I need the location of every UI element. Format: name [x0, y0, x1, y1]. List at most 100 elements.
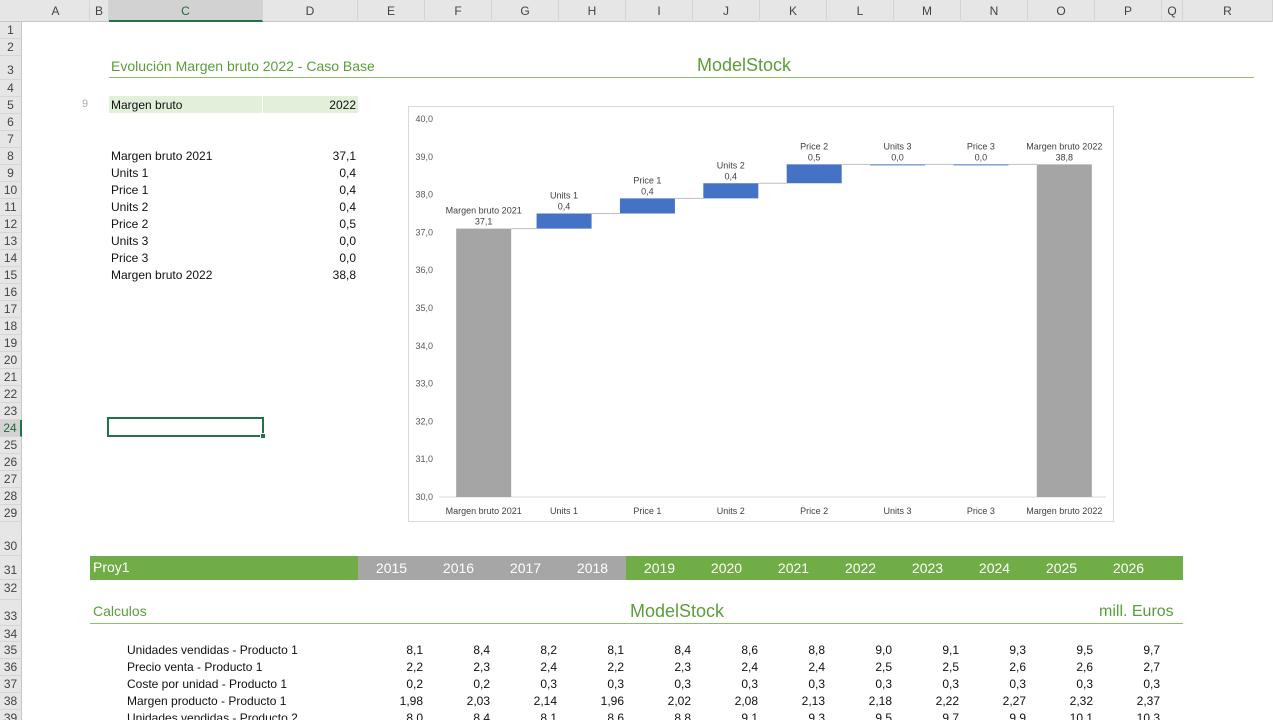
- bar-name-label: Price 1: [633, 175, 661, 185]
- row-header-31[interactable]: 31: [0, 556, 22, 580]
- y-tick-label: 40,0: [415, 114, 433, 124]
- waterfall-chart[interactable]: 30,0 31,0 32,0 33,0 34,0 35,0 36,0 37,0 38,0 39,0…: [408, 106, 1114, 522]
- row-header-24[interactable]: 24: [0, 420, 22, 437]
- margin-item-label: Units 3: [111, 234, 149, 248]
- row-header-5[interactable]: 5: [0, 97, 22, 114]
- row-header-16[interactable]: 16: [0, 284, 22, 301]
- column-header-l[interactable]: L: [827, 0, 894, 22]
- year-header-2016: 2016: [425, 556, 492, 580]
- row-header-12[interactable]: 12: [0, 216, 22, 233]
- column-header-j[interactable]: J: [693, 0, 760, 22]
- row-header-13[interactable]: 13: [0, 233, 22, 250]
- data-label: 0,4: [725, 171, 738, 181]
- row-header-21[interactable]: 21: [0, 369, 22, 386]
- row-header-35[interactable]: 35: [0, 642, 22, 659]
- column-header-h[interactable]: H: [559, 0, 626, 22]
- row-header-1[interactable]: 1: [0, 22, 22, 39]
- row-header-27[interactable]: 27: [0, 471, 22, 488]
- row-header-38[interactable]: 38: [0, 693, 22, 710]
- row-header-11[interactable]: 11: [0, 199, 22, 216]
- column-header-b[interactable]: B: [90, 0, 109, 22]
- calc-cell: 2,32: [1069, 694, 1093, 708]
- y-tick-label: 33,0: [415, 379, 433, 389]
- y-tick-label: 36,0: [415, 265, 433, 275]
- row-header-30[interactable]: 30: [0, 522, 22, 556]
- calc-cell: 1,96: [600, 694, 624, 708]
- row-header-28[interactable]: 28: [0, 488, 22, 505]
- calc-cell: 0,3: [674, 677, 691, 691]
- margin-header-year: 2022: [263, 96, 358, 113]
- row-header-8[interactable]: 8: [0, 148, 22, 165]
- calc-row-label: Precio venta - Producto 1: [127, 660, 263, 674]
- bar-name-label: Margen bruto 2022: [1026, 141, 1102, 151]
- a5-value: 9: [82, 98, 89, 110]
- row-header-23[interactable]: 23: [0, 403, 22, 420]
- row-header-29[interactable]: 29: [0, 505, 22, 522]
- row-header-4[interactable]: 4: [0, 80, 22, 97]
- column-header-k[interactable]: K: [760, 0, 827, 22]
- proy-label-bar: Proy1: [90, 556, 358, 580]
- margin-item-label: Margen bruto 2021: [111, 149, 213, 163]
- fill-handle[interactable]: [260, 433, 266, 439]
- active-cell-selection[interactable]: [107, 417, 266, 439]
- calc-cell: 8,6: [741, 643, 758, 657]
- waterfall-chart-svg: 30,0 31,0 32,0 33,0 34,0 35,0 36,0 37,0 38,0 39,0…: [415, 114, 1106, 516]
- column-header-r[interactable]: R: [1183, 0, 1273, 22]
- y-tick-label: 34,0: [415, 341, 433, 351]
- column-header-i[interactable]: I: [626, 0, 693, 22]
- bar-name-label: Units 1: [550, 191, 578, 201]
- margin-item-label: Price 1: [111, 183, 149, 197]
- column-header-c[interactable]: C: [109, 0, 263, 22]
- data-label: 0,0: [891, 152, 904, 162]
- calc-cell: 2,2: [607, 660, 624, 674]
- calc-cell: 2,2: [406, 660, 423, 674]
- row-header-26[interactable]: 26: [0, 454, 22, 471]
- row-header-9[interactable]: 9: [0, 165, 22, 182]
- calc-cell: 2,27: [1002, 694, 1026, 708]
- margin-item-value: 0,0: [339, 234, 356, 248]
- y-tick-label: 30,0: [415, 492, 433, 502]
- row-header-36[interactable]: 36: [0, 659, 22, 676]
- row-header-6[interactable]: 6: [0, 114, 22, 131]
- row-header-22[interactable]: 22: [0, 386, 22, 403]
- row-header-15[interactable]: 15: [0, 267, 22, 284]
- row-header-37[interactable]: 37: [0, 676, 22, 693]
- column-header-e[interactable]: E: [358, 0, 425, 22]
- column-header-p[interactable]: P: [1095, 0, 1162, 22]
- column-header-g[interactable]: G: [492, 0, 559, 22]
- row-header-10[interactable]: 10: [0, 182, 22, 199]
- calc-cell: 0,2: [473, 677, 490, 691]
- column-header-f[interactable]: F: [425, 0, 492, 22]
- row-header-25[interactable]: 25: [0, 437, 22, 454]
- column-header-a[interactable]: A: [22, 0, 90, 22]
- row-header-33[interactable]: 33: [0, 600, 22, 626]
- row-header-20[interactable]: 20: [0, 352, 22, 369]
- year-header-2026: 2026: [1095, 556, 1162, 580]
- y-tick-label: 32,0: [415, 416, 433, 426]
- column-header-m[interactable]: M: [894, 0, 961, 22]
- column-header-d[interactable]: D: [263, 0, 358, 22]
- year-header-2024: 2024: [961, 556, 1028, 580]
- calc-cell: 2,5: [875, 660, 892, 674]
- row-header-2[interactable]: 2: [0, 39, 22, 56]
- x-tick-label: Units 3: [884, 506, 912, 516]
- row-header-18[interactable]: 18: [0, 318, 22, 335]
- x-tick-label: Price 1: [633, 506, 661, 516]
- calc-cell: 9,1: [942, 643, 959, 657]
- row-header-17[interactable]: 17: [0, 301, 22, 318]
- row-header-7[interactable]: 7: [0, 131, 22, 148]
- column-header-o[interactable]: O: [1028, 0, 1095, 22]
- row-header-3[interactable]: 3: [0, 56, 22, 80]
- calc-cell: 2,7: [1143, 660, 1160, 674]
- x-tick-label: Price 3: [967, 506, 995, 516]
- calc-label: Calculos: [93, 603, 147, 619]
- row-header-34[interactable]: 34: [0, 626, 22, 642]
- row-header-19[interactable]: 19: [0, 335, 22, 352]
- row-header-32[interactable]: 32: [0, 580, 22, 600]
- column-header-q[interactable]: Q: [1162, 0, 1183, 22]
- bar-price-2: [786, 164, 842, 184]
- row-header-39[interactable]: 39: [0, 710, 22, 720]
- column-header-n[interactable]: N: [961, 0, 1028, 22]
- row-header-14[interactable]: 14: [0, 250, 22, 267]
